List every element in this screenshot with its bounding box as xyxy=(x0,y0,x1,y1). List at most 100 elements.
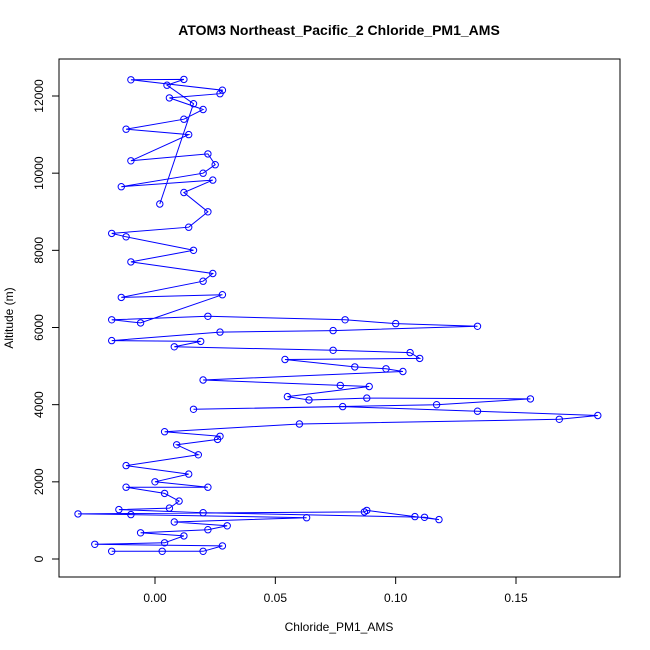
data-point xyxy=(117,293,126,302)
data-point xyxy=(165,504,174,512)
data-point xyxy=(382,365,390,373)
y-tick-label: 8000 xyxy=(32,237,46,264)
data-point xyxy=(341,316,349,324)
data-point xyxy=(74,510,82,518)
data-point xyxy=(160,539,169,547)
data-layer xyxy=(74,75,602,555)
data-point xyxy=(127,510,135,519)
data-point xyxy=(117,183,126,191)
x-axis: 0.00 0.05 0.10 0.15 xyxy=(143,576,528,605)
x-tick-label: 0.15 xyxy=(504,591,528,605)
data-point xyxy=(156,200,164,208)
data-point xyxy=(223,522,231,530)
data-point xyxy=(281,355,289,364)
data-point xyxy=(108,316,116,324)
data-point xyxy=(339,402,347,411)
data-point xyxy=(189,100,198,108)
y-tick-label: 12000 xyxy=(32,79,46,113)
data-point xyxy=(136,529,145,537)
data-point xyxy=(399,367,407,376)
data-point xyxy=(295,420,304,428)
data-point xyxy=(108,547,116,555)
data-point xyxy=(392,319,400,328)
data-point xyxy=(197,337,205,346)
data-point xyxy=(180,115,188,123)
data-point xyxy=(209,176,217,184)
data-point xyxy=(170,518,179,526)
data-point xyxy=(211,161,219,169)
data-point xyxy=(329,346,337,354)
data-point xyxy=(163,81,171,89)
data-point xyxy=(365,382,373,391)
data-point xyxy=(199,547,207,555)
plot-frame xyxy=(58,58,621,578)
data-point xyxy=(216,432,224,440)
data-point xyxy=(180,188,188,197)
chart-title: ATOM3 Northeast_Pacific_2 Chloride_PM1_A… xyxy=(178,22,500,38)
x-tick-label: 0.05 xyxy=(264,591,288,605)
data-point xyxy=(209,269,217,278)
data-point xyxy=(420,513,429,521)
data-point xyxy=(173,441,181,449)
data-point xyxy=(218,86,227,94)
data-point xyxy=(199,509,207,517)
data-point xyxy=(127,76,135,84)
data-point xyxy=(204,483,212,491)
data-point xyxy=(336,381,344,390)
data-point xyxy=(185,470,193,478)
data-point xyxy=(526,395,535,403)
y-tick-label: 6000 xyxy=(32,314,46,341)
data-point xyxy=(204,208,212,216)
data-point xyxy=(411,512,419,521)
data-point xyxy=(199,169,207,177)
data-point xyxy=(302,514,311,522)
data-point xyxy=(283,392,292,401)
data-point xyxy=(115,505,123,514)
data-point xyxy=(108,336,116,345)
data-point xyxy=(363,394,371,402)
data-point xyxy=(160,489,169,498)
data-point xyxy=(204,150,212,158)
data-point xyxy=(189,246,198,255)
data-point xyxy=(122,233,130,241)
y-tick-label: 0 xyxy=(32,555,46,562)
data-point xyxy=(122,461,130,470)
data-point xyxy=(158,547,166,555)
x-tick-label: 0.00 xyxy=(143,591,167,605)
data-point xyxy=(175,497,183,505)
data-point xyxy=(473,322,482,330)
data-point xyxy=(170,343,179,351)
data-point xyxy=(432,401,441,409)
data-point xyxy=(189,405,198,413)
data-point xyxy=(185,223,193,231)
x-axis-label: Chloride_PM1_AMS xyxy=(285,620,394,634)
data-point xyxy=(108,229,116,238)
y-axis-label: Altitude (m) xyxy=(2,287,16,348)
data-point xyxy=(165,94,174,102)
y-tick-label: 2000 xyxy=(32,468,46,495)
data-point xyxy=(218,542,227,550)
data-point xyxy=(185,130,193,139)
x-tick-label: 0.10 xyxy=(384,591,408,605)
data-point xyxy=(136,319,145,327)
y-tick-label: 4000 xyxy=(32,391,46,418)
data-point xyxy=(435,515,443,524)
data-point xyxy=(406,348,414,357)
data-point xyxy=(555,415,563,423)
data-point xyxy=(363,506,371,515)
data-point xyxy=(218,291,227,299)
data-point xyxy=(122,125,130,133)
data-point xyxy=(194,451,203,459)
data-point xyxy=(160,428,169,436)
y-axis: 0 2000 4000 6000 8000 10000 12000 xyxy=(32,79,60,562)
data-point xyxy=(473,407,482,415)
data-point xyxy=(351,363,359,371)
data-point xyxy=(180,532,188,540)
data-point xyxy=(151,478,159,486)
data-point xyxy=(199,376,207,384)
data-point xyxy=(204,526,212,534)
data-point xyxy=(180,75,188,84)
data-point xyxy=(127,258,135,266)
data-point xyxy=(199,277,207,285)
